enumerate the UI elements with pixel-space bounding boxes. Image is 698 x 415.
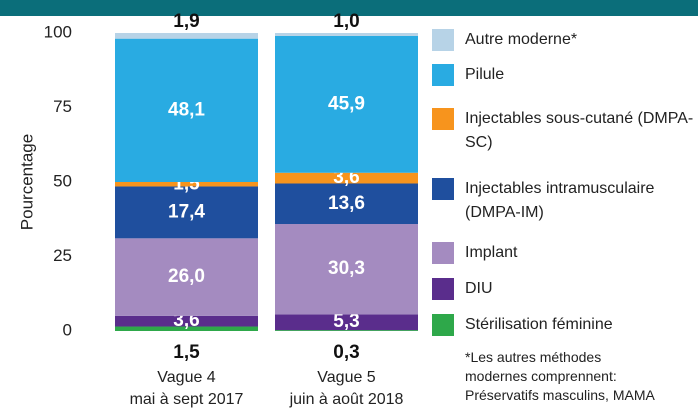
x-tick-label: mai à sept 2017 — [130, 391, 244, 408]
value-label: 17,4 — [168, 201, 205, 222]
bar-segment — [115, 326, 258, 331]
legend-label: Pilule — [465, 66, 505, 83]
y-tick-label: 50 — [53, 171, 72, 190]
value-label: 1,9 — [173, 11, 199, 32]
legend-swatch — [432, 108, 454, 130]
bar-segment — [115, 315, 258, 327]
legend-item: Injectables sous-cutané (DMPA-SC) — [432, 108, 697, 155]
legend-label: Stérilisation féminine — [465, 316, 613, 333]
footnote: modernes comprennent: — [465, 368, 617, 384]
legend-label: Implant — [465, 244, 518, 261]
bar-segment — [275, 224, 418, 315]
bar-segment — [115, 182, 258, 187]
value-label: 1,0 — [333, 11, 359, 32]
value-label: 30,3 — [328, 258, 365, 279]
legend-item: DIU — [432, 278, 697, 301]
y-tick-label: 25 — [53, 246, 72, 265]
value-label: 13,6 — [328, 193, 365, 214]
bar-segment — [115, 186, 258, 239]
legend-swatch — [432, 29, 454, 51]
value-label: 45,9 — [328, 93, 365, 114]
x-tick-label: Vague 4 — [157, 369, 216, 386]
bar-segment — [275, 314, 418, 331]
legend-swatch — [432, 278, 454, 300]
y-axis-label: Pourcentage — [17, 134, 36, 230]
legend-swatch — [432, 314, 454, 336]
legend-label: Autre moderne* — [465, 31, 578, 48]
legend-item: Autre moderne* — [432, 29, 697, 52]
legend-label: Injectables intramusculaire (DMPA-IM) — [465, 180, 655, 221]
legend-swatch — [432, 242, 454, 264]
value-label: 1,5 — [173, 342, 200, 363]
bar-segment — [275, 35, 418, 173]
legend-swatch — [432, 178, 454, 200]
value-label: 0,3 — [333, 342, 359, 363]
bar-segment — [115, 238, 258, 316]
bar-segment — [275, 33, 418, 36]
legend-item: Implant — [432, 242, 697, 265]
header-band — [0, 0, 698, 16]
bar-segment — [275, 172, 418, 184]
y-tick-label: 100 — [44, 22, 72, 41]
value-label: 48,1 — [168, 99, 205, 120]
x-tick-label: juin à août 2018 — [289, 391, 404, 408]
value-label: 5,3 — [333, 311, 359, 332]
x-tick-label: Vague 5 — [317, 369, 376, 386]
y-tick-label: 75 — [53, 97, 72, 116]
footnote: *Les autres méthodes — [465, 349, 602, 365]
legend-item: Stérilisation féminine — [432, 314, 697, 337]
legend-label: DIU — [465, 280, 493, 297]
legend-swatch — [432, 64, 454, 86]
footnote: Préservatifs masculins, MAMA — [465, 387, 655, 403]
legend-item: Injectables intramusculaire (DMPA-IM) — [432, 178, 697, 225]
bar-segment — [115, 33, 258, 39]
bar-segment — [275, 330, 418, 331]
bar-segment — [115, 38, 258, 182]
legend-label: Injectables sous-cutané (DMPA-SC) — [465, 110, 694, 151]
y-tick-label: 0 — [63, 320, 72, 339]
value-label: 26,0 — [168, 266, 205, 287]
legend-item: Pilule — [432, 64, 697, 87]
bar-segment — [275, 183, 418, 225]
